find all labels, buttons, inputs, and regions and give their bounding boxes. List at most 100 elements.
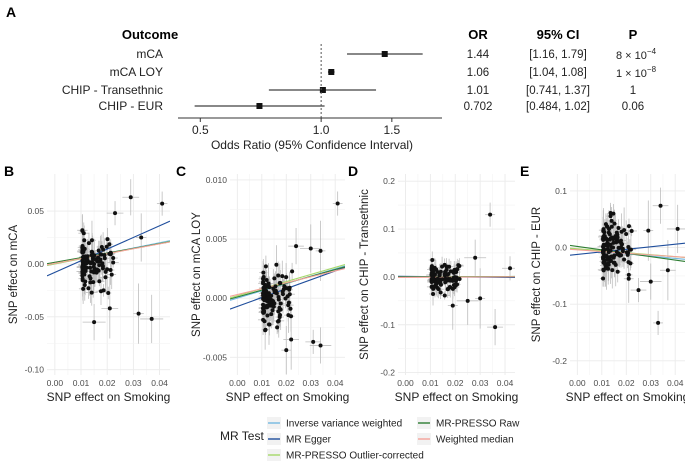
data-point [601, 276, 606, 281]
data-point [107, 242, 112, 247]
y-tick-label: 0.0 [555, 243, 567, 253]
data-point [626, 276, 631, 281]
data-point [92, 320, 97, 325]
data-point [108, 250, 113, 255]
data-point [455, 282, 460, 287]
data-points [429, 212, 513, 330]
forest-ci-value: [1.16, 1.79] [529, 49, 587, 61]
forest-or-value: 1.44 [467, 49, 490, 61]
data-point [93, 257, 98, 262]
data-point [646, 228, 651, 233]
data-point [604, 253, 609, 258]
plot-area [398, 202, 515, 346]
header-outcome: Outcome [122, 27, 178, 42]
x-tick-label: 0.01 [254, 378, 271, 388]
regression-line [47, 220, 170, 277]
forest-panel: A Outcome OR 95% CI P mCA 1.44 [1.16, 1.79… [6, 4, 657, 152]
data-point [465, 298, 470, 303]
data-point [128, 195, 133, 200]
data-point [286, 303, 291, 308]
x-tick-label: 0.01 [73, 378, 90, 388]
data-point [624, 231, 629, 236]
scatter-panel-c: C 0.00 0.01 0.02 0.03 0.04 -0.005 0.000 0.005 0.0… [176, 163, 349, 404]
data-point [277, 305, 282, 310]
panel-label-d: D [348, 163, 358, 179]
header-or: OR [468, 27, 488, 42]
regression-line [570, 242, 685, 256]
scatter-panel-b: B 0.00 0.01 0.02 0.03 0.04 -0.10 -0.05 0.00 0.05 S… [4, 163, 170, 404]
data-point [442, 293, 447, 298]
data-point [149, 316, 154, 321]
x-axis-label: SNP effect on Smoking [395, 390, 519, 404]
data-point [277, 281, 282, 286]
data-point [622, 228, 627, 233]
data-point [629, 228, 634, 233]
data-point [648, 279, 653, 284]
x-tick-label: 0.03 [125, 378, 142, 388]
data-point [616, 225, 621, 230]
p-mantissa: 8 × 10 [616, 50, 647, 62]
data-point [278, 313, 283, 318]
y-tick-label: 0.00 [27, 259, 44, 269]
y-tick-label: -0.2 [552, 356, 567, 366]
data-point [97, 279, 102, 284]
forest-ci-value: [1.04, 1.08] [529, 67, 587, 79]
data-point [608, 214, 613, 219]
data-point [610, 235, 615, 240]
data-point [617, 239, 622, 244]
grid-lines [230, 174, 345, 375]
data-point [89, 290, 94, 295]
data-point [452, 275, 457, 280]
data-point [429, 280, 434, 285]
data-point [113, 211, 118, 216]
data-point [318, 248, 323, 253]
data-point [86, 286, 91, 291]
header-p: P [629, 27, 638, 42]
x-tick-label: 0.04 [497, 378, 514, 388]
y-axis-label: SNP effect on CHIP - Transethnic [359, 189, 371, 360]
panel-label-c: C [176, 163, 186, 179]
x-tick-label: 0.04 [151, 378, 168, 388]
x-tick-label: 0.04 [327, 378, 344, 388]
data-point [473, 255, 478, 260]
data-point [442, 272, 447, 277]
data-point [608, 242, 613, 247]
data-point [457, 263, 462, 268]
data-point [289, 314, 294, 319]
data-point [616, 245, 621, 250]
data-point [611, 211, 616, 216]
data-point [626, 250, 631, 255]
legend-title: MR Test [220, 429, 264, 443]
data-point [269, 312, 274, 317]
data-point [610, 268, 615, 273]
data-point [107, 306, 112, 311]
data-point [431, 275, 436, 280]
scatter-panel-e: E 0.00 0.01 0.02 0.03 0.04 -0.2 -0.1 0.0 0.1 SNP e… [520, 163, 685, 404]
data-point [609, 224, 614, 229]
data-points [261, 201, 340, 353]
forest-tick-label: 1.5 [383, 123, 400, 137]
x-axis-label: SNP effect on Smoking [566, 390, 685, 404]
legend-item-label: MR-PRESSO Raw [436, 419, 520, 430]
data-point [261, 317, 266, 322]
data-point [80, 245, 85, 250]
data-point [455, 267, 460, 272]
grid-lines [570, 174, 685, 375]
y-axis-label: SNP effect on mCA [8, 225, 20, 325]
data-point [82, 282, 87, 287]
data-point [276, 309, 281, 314]
data-point [80, 255, 85, 260]
data-point [108, 268, 113, 273]
data-point [626, 272, 631, 277]
data-point [105, 237, 110, 242]
x-tick-label: 0.01 [594, 378, 611, 388]
y-tick-label: -0.1 [380, 320, 395, 330]
data-point [457, 276, 462, 281]
header-ci: 95% CI [537, 27, 580, 42]
legend-item-label: MR Egger [286, 435, 332, 446]
data-point [606, 266, 611, 271]
data-point [80, 276, 85, 281]
legend-items: Inverse variance weighted MR Egger MR-PRES… [267, 417, 520, 462]
data-point [283, 296, 288, 301]
data-point [96, 248, 101, 253]
